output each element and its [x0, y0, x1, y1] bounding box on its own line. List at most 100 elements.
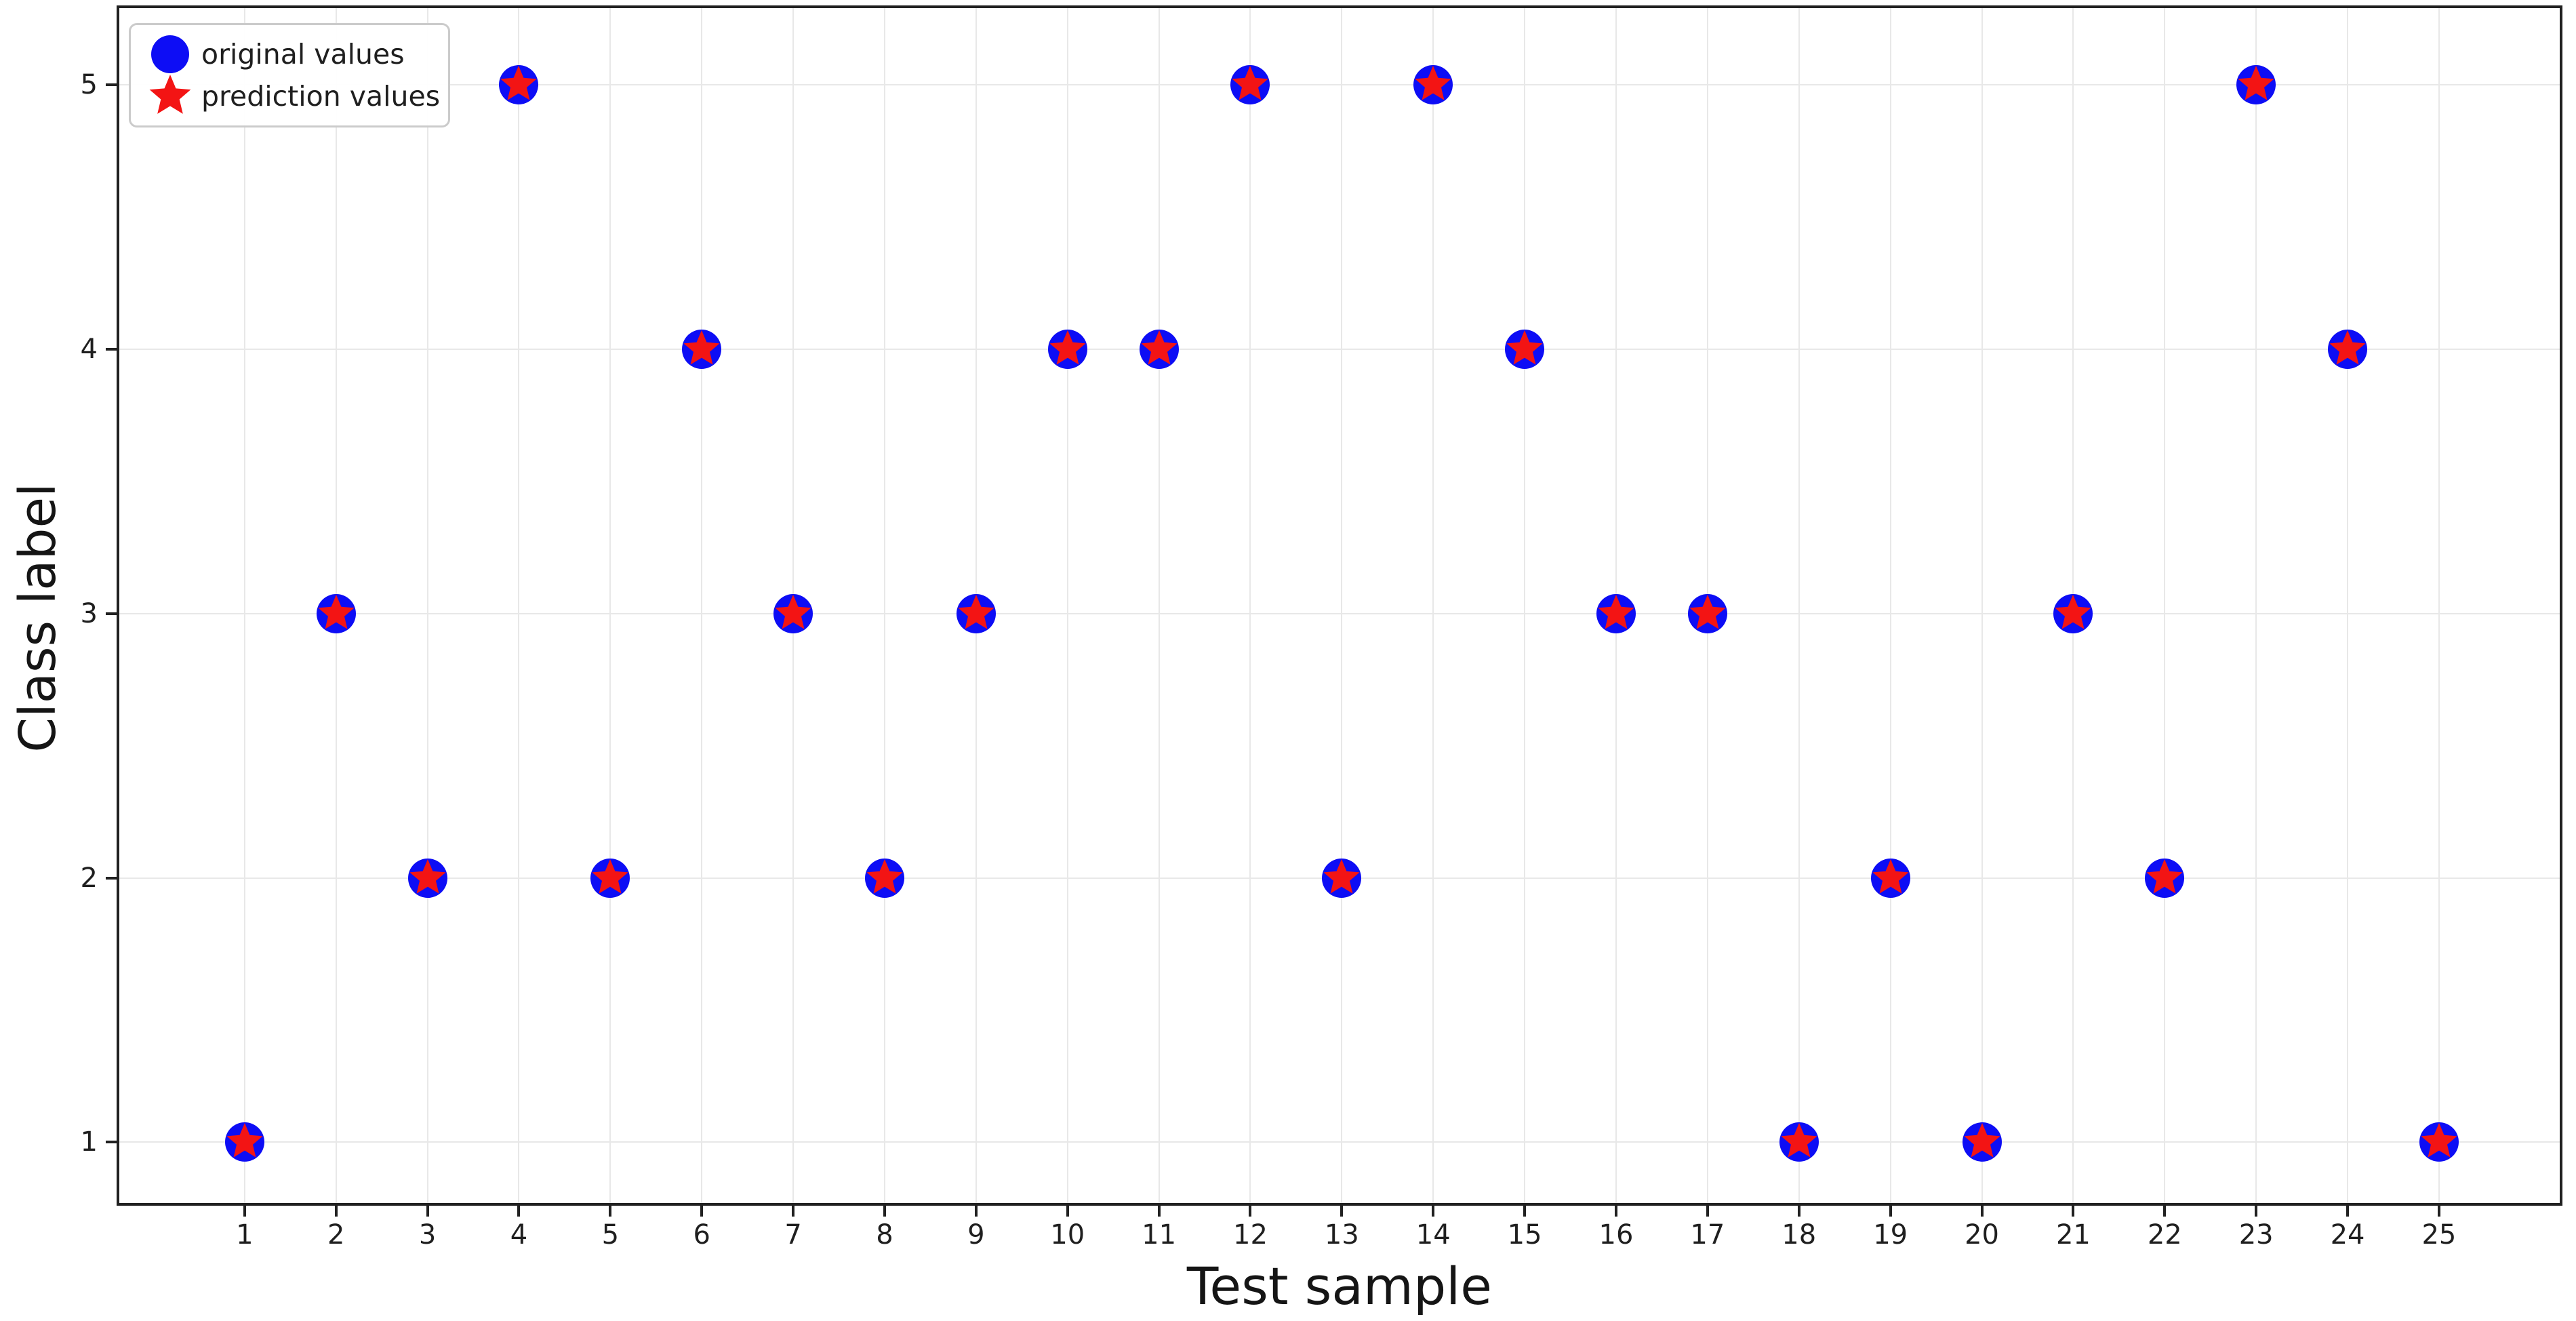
- x-tick-label: 6: [693, 1219, 710, 1250]
- x-tick-mark: [1432, 1206, 1435, 1217]
- grid-line-horizontal: [117, 83, 2562, 85]
- prediction-marker-star: [1322, 859, 1361, 898]
- data-point: [2053, 593, 2093, 633]
- star-icon: [1140, 330, 1178, 365]
- x-tick-mark: [1615, 1206, 1617, 1217]
- legend-star-icon: [139, 74, 201, 119]
- prediction-marker-star: [225, 1122, 264, 1162]
- prediction-marker-star: [1140, 330, 1179, 369]
- prediction-marker-star: [2236, 65, 2276, 104]
- y-tick-mark: [106, 1141, 117, 1144]
- data-point: [864, 858, 904, 898]
- grid-line-vertical: [2255, 5, 2257, 1206]
- x-tick-label: 15: [1507, 1219, 1542, 1250]
- x-tick-label: 8: [876, 1219, 893, 1250]
- x-tick-mark: [792, 1206, 795, 1217]
- x-tick-label: 2: [327, 1219, 345, 1250]
- grid-line-vertical: [2347, 5, 2349, 1206]
- data-point: [1779, 1122, 1819, 1162]
- star-icon: [1872, 859, 1909, 894]
- x-axis-label: Test sample: [1186, 1256, 1493, 1316]
- star-icon: [592, 859, 628, 894]
- star-icon: [2238, 65, 2274, 100]
- y-tick-mark: [106, 876, 117, 880]
- prediction-marker-star: [773, 594, 813, 633]
- prediction-marker-star: [1048, 330, 1087, 369]
- x-tick-label: 10: [1050, 1219, 1085, 1250]
- y-tick-label: 3: [80, 597, 98, 629]
- data-point: [1413, 64, 1453, 104]
- prediction-marker-star: [957, 594, 996, 633]
- x-tick-label: 24: [2330, 1219, 2365, 1250]
- grid-line-vertical: [518, 5, 520, 1206]
- x-tick-mark: [1706, 1206, 1709, 1217]
- x-tick-label: 23: [2238, 1219, 2274, 1250]
- x-tick-label: 4: [510, 1219, 528, 1250]
- x-tick-mark: [1066, 1206, 1069, 1217]
- x-tick-label: 5: [601, 1219, 620, 1250]
- grid-line-vertical: [1432, 5, 1434, 1206]
- x-tick-mark: [1523, 1206, 1527, 1217]
- legend-circle-icon: [139, 35, 201, 73]
- grid-line-horizontal: [117, 612, 2562, 614]
- grid-line-vertical: [243, 5, 245, 1206]
- star-icon: [1049, 330, 1086, 365]
- grid-line-vertical: [1066, 5, 1068, 1206]
- prediction-marker-star: [1871, 859, 1910, 898]
- x-tick-label: 1: [236, 1219, 254, 1250]
- data-point: [2145, 858, 2185, 898]
- x-tick-mark: [517, 1206, 521, 1217]
- x-tick-label: 7: [784, 1219, 802, 1250]
- data-point: [2236, 64, 2276, 104]
- x-tick-mark: [243, 1206, 246, 1217]
- data-point: [2328, 329, 2368, 369]
- y-tick-mark: [106, 612, 117, 615]
- prediction-marker-star: [1688, 594, 1727, 633]
- x-tick-mark: [2163, 1206, 2167, 1217]
- x-tick-mark: [883, 1206, 886, 1217]
- x-tick-label: 20: [1965, 1219, 1999, 1250]
- data-point: [1047, 329, 1087, 369]
- star-icon: [318, 594, 355, 629]
- y-tick-mark: [106, 347, 117, 351]
- grid-line-vertical: [1249, 5, 1251, 1206]
- star-icon: [1232, 65, 1269, 100]
- prediction-marker-star: [865, 859, 904, 898]
- star-icon: [226, 1123, 263, 1158]
- legend-label-original: original values: [201, 38, 405, 71]
- data-point: [1505, 329, 1545, 369]
- x-tick-label: 14: [1415, 1219, 1451, 1250]
- prediction-marker-star: [2328, 330, 2367, 369]
- legend-item-original: original values: [139, 33, 441, 75]
- x-tick-mark: [1249, 1206, 1252, 1217]
- x-tick-label: 16: [1598, 1219, 1634, 1250]
- star-icon: [1781, 1123, 1817, 1158]
- x-tick-mark: [700, 1206, 704, 1217]
- data-point: [1322, 858, 1362, 898]
- x-tick-label: 3: [418, 1219, 437, 1250]
- grid-line-vertical: [883, 5, 885, 1206]
- x-tick-label: 22: [2147, 1219, 2182, 1250]
- data-point: [1139, 329, 1179, 369]
- prediction-marker-star: [1413, 65, 1453, 104]
- prediction-marker-star: [2053, 594, 2093, 633]
- grid-line-vertical: [1798, 5, 1800, 1206]
- x-tick-label: 12: [1233, 1219, 1268, 1250]
- x-tick-mark: [974, 1206, 978, 1217]
- x-tick-label: 13: [1324, 1219, 1359, 1250]
- star-icon: [2421, 1123, 2457, 1158]
- plot-area: original values prediction values: [117, 5, 2562, 1206]
- prediction-marker-star: [1596, 594, 1636, 633]
- x-tick-mark: [1797, 1206, 1800, 1217]
- grid-line-vertical: [1524, 5, 1526, 1206]
- legend-label-prediction: prediction values: [201, 80, 441, 113]
- x-tick-label: 17: [1690, 1219, 1725, 1250]
- x-tick-label: 9: [967, 1219, 985, 1250]
- data-point: [316, 593, 356, 633]
- data-point: [1962, 1122, 2002, 1162]
- prediction-marker-star: [682, 330, 721, 369]
- x-tick-mark: [426, 1206, 429, 1217]
- star-icon: [500, 65, 538, 100]
- data-point: [2419, 1122, 2459, 1162]
